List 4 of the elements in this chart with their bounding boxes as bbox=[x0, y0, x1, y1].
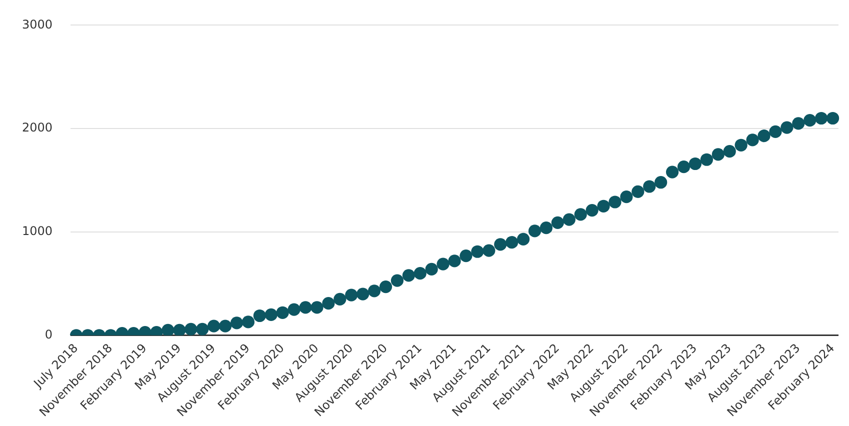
y-tick-label: 3000 bbox=[22, 17, 53, 32]
y-tick-label: 1000 bbox=[22, 224, 53, 238]
y-tick-label: 0 bbox=[44, 328, 53, 342]
y-tick-label: 2000 bbox=[22, 120, 53, 135]
